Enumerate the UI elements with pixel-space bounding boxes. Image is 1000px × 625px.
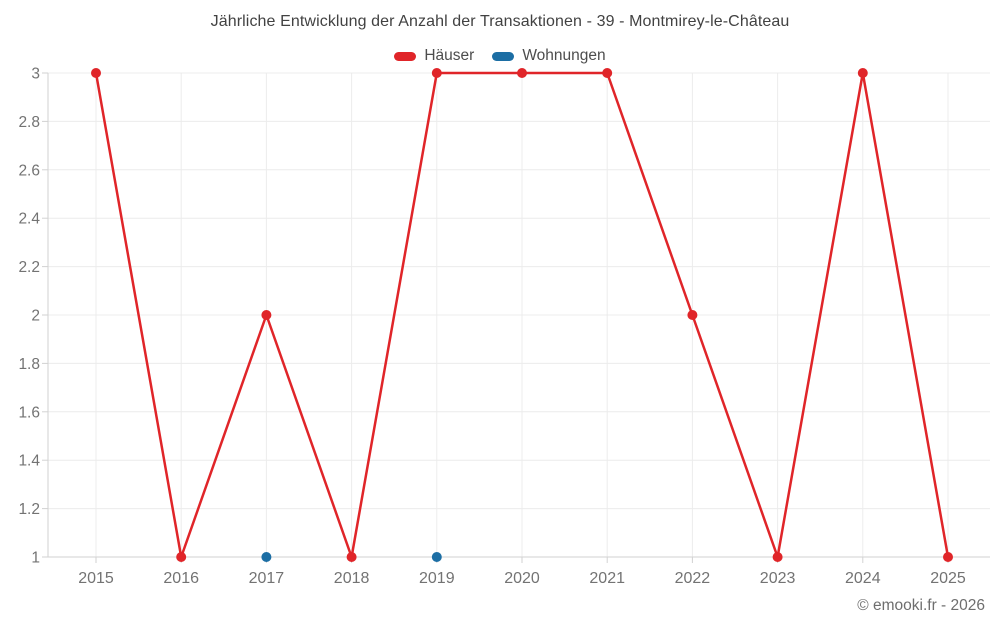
data-point[interactable] [602, 68, 613, 78]
y-tick-label: 1.4 [18, 453, 40, 470]
y-tick-label: 3 [31, 66, 40, 83]
data-point[interactable] [772, 552, 783, 562]
x-tick-label: 2022 [675, 570, 711, 587]
data-point[interactable] [687, 310, 698, 320]
y-tick-label: 2.4 [18, 211, 40, 228]
chart-footer-credit: © emooki.fr - 2026 [857, 597, 985, 614]
data-point[interactable] [176, 552, 187, 562]
y-tick-label: 1.8 [18, 356, 40, 373]
x-tick-label: 2021 [589, 570, 625, 587]
data-point[interactable] [943, 552, 953, 562]
y-tick-label: 2.8 [18, 114, 40, 131]
x-tick-label: 2019 [419, 570, 455, 587]
x-tick-label: 2020 [504, 570, 540, 587]
x-tick-label: 2016 [163, 570, 199, 587]
data-point[interactable] [91, 68, 101, 78]
data-point[interactable] [517, 68, 527, 78]
y-tick-label: 1 [31, 550, 40, 567]
x-tick-label: 2025 [930, 570, 966, 587]
y-tick-label: 2.2 [18, 259, 40, 276]
data-point[interactable] [857, 68, 868, 78]
data-point[interactable] [261, 310, 272, 320]
x-tick-label: 2015 [78, 570, 114, 587]
y-tick-label: 2.6 [18, 162, 40, 179]
data-point[interactable] [261, 552, 272, 562]
y-tick-label: 1.2 [18, 501, 40, 518]
chart-legend: Häuser Wohnungen [0, 47, 1000, 65]
x-tick-label: 2017 [249, 570, 285, 587]
y-tick-label: 1.6 [18, 404, 40, 421]
y-tick-label: 2 [31, 308, 40, 325]
x-tick-label: 2018 [334, 570, 370, 587]
legend-item-hauser[interactable]: Häuser [394, 47, 474, 65]
legend-swatch [492, 51, 515, 61]
legend-label: Wohnungen [522, 47, 606, 64]
data-point[interactable] [431, 68, 442, 78]
data-point[interactable] [431, 552, 442, 562]
legend-item-wohnungen[interactable]: Wohnungen [492, 47, 606, 65]
chart-title: Jährliche Entwicklung der Anzahl der Tra… [210, 13, 790, 30]
x-tick-label: 2024 [845, 570, 881, 587]
legend-swatch [394, 51, 417, 61]
legend-label: Häuser [424, 47, 475, 64]
x-tick-label: 2023 [760, 570, 796, 587]
data-point[interactable] [346, 552, 357, 562]
